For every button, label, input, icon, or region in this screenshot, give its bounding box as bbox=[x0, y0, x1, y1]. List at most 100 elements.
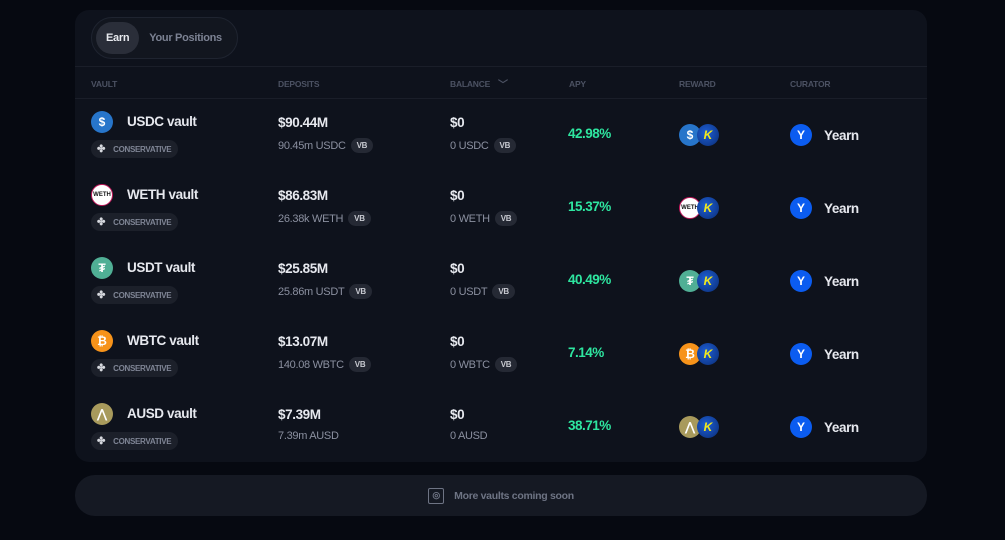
vaults-card: Earn Your Positions VAULT DEPOSITS BALAN… bbox=[75, 10, 927, 462]
deposits-amount: 7.39m AUSD bbox=[278, 430, 339, 442]
vault-row[interactable]: ₮ USDT vault ✤ CONSERVATIVE $25.85M 25.86… bbox=[75, 245, 927, 318]
header-apy: APY bbox=[569, 79, 586, 89]
vault-name[interactable]: AUSD vault bbox=[127, 406, 197, 421]
yearn-logo-icon: Y bbox=[790, 124, 812, 146]
balance-sub: 0 AUSD bbox=[450, 430, 488, 442]
vault-row[interactable]: ⋀ AUSD vault ✤ CONSERVATIVE $7.39M 7.39m … bbox=[75, 391, 927, 464]
risk-label: CONSERVATIVE bbox=[113, 290, 172, 300]
balance-amount: 0 WBTC bbox=[450, 358, 490, 371]
deposits-amount: 140.08 WBTC bbox=[278, 358, 344, 371]
token-icon: WETH bbox=[91, 184, 113, 206]
balance-value: $0 bbox=[450, 261, 465, 276]
vault-name[interactable]: USDC vault bbox=[127, 114, 197, 129]
deposits-sub: 7.39m AUSD bbox=[278, 430, 339, 442]
deposits-sub: 25.86m USDT VB bbox=[278, 284, 372, 299]
vb-badge: VB bbox=[348, 211, 371, 226]
balance-sub: 0 USDC VB bbox=[450, 138, 517, 153]
reward-icons: $ K bbox=[679, 124, 719, 146]
yearn-logo-icon: Y bbox=[790, 197, 812, 219]
curator-name: Yearn bbox=[824, 346, 859, 362]
deposits-sub: 140.08 WBTC VB bbox=[278, 357, 372, 372]
balance-value: $0 bbox=[450, 407, 465, 422]
deposits-value: $25.85M bbox=[278, 261, 328, 276]
reward-icons: WETH K bbox=[679, 197, 719, 219]
token-icon: ₿ bbox=[91, 330, 113, 352]
vb-badge: VB bbox=[493, 138, 517, 153]
chevron-down-icon[interactable]: ﹀ bbox=[498, 80, 508, 91]
reward-token-icon: ⋀ bbox=[679, 416, 701, 438]
reward-k-token-icon: K bbox=[697, 124, 719, 146]
risk-badge: ✤ CONSERVATIVE bbox=[91, 286, 179, 304]
more-vaults-text: More vaults coming soon bbox=[454, 489, 574, 502]
balance-sub: 0 WETH VB bbox=[450, 211, 518, 226]
deposits-amount: 90.45m USDC bbox=[278, 139, 346, 152]
balance-sub: 0 USDT VB bbox=[450, 284, 515, 299]
vb-badge: VB bbox=[349, 284, 372, 299]
token-icon: $ bbox=[91, 111, 113, 133]
risk-badge: ✤ CONSERVATIVE bbox=[91, 140, 179, 158]
reward-icons: ₮ K bbox=[679, 270, 719, 292]
header-balance[interactable]: BALANCE bbox=[450, 79, 491, 89]
header-deposits: DEPOSITS bbox=[278, 79, 320, 89]
vault-row[interactable]: $ USDC vault ✤ CONSERVATIVE $90.44M 90.45… bbox=[75, 99, 927, 172]
apy-value: 40.49% bbox=[568, 272, 611, 287]
vault-name[interactable]: USDT vault bbox=[127, 260, 196, 275]
tab-switcher: Earn Your Positions bbox=[91, 17, 238, 59]
header-curator: CURATOR bbox=[790, 79, 831, 89]
deposits-amount: 25.86m USDT bbox=[278, 285, 345, 298]
curator: Y Yearn bbox=[790, 416, 859, 438]
curator-name: Yearn bbox=[824, 200, 859, 216]
reward-k-token-icon: K bbox=[697, 197, 719, 219]
balance-value: $0 bbox=[450, 334, 465, 349]
more-vaults-banner: ◎ More vaults coming soon bbox=[75, 475, 927, 516]
vb-badge: VB bbox=[492, 284, 515, 299]
deposits-sub: 26.38k WETH VB bbox=[278, 211, 371, 226]
deposits-value: $7.39M bbox=[278, 407, 321, 422]
risk-icon: ✤ bbox=[97, 216, 106, 228]
balance-amount: 0 USDT bbox=[450, 285, 488, 298]
balance-value: $0 bbox=[450, 115, 465, 130]
deposits-amount: 26.38k WETH bbox=[278, 212, 344, 225]
reward-k-token-icon: K bbox=[697, 343, 719, 365]
curator: Y Yearn bbox=[790, 270, 859, 292]
yearn-logo-icon: Y bbox=[790, 416, 812, 438]
tab-earn[interactable]: Earn bbox=[96, 22, 140, 54]
risk-label: CONSERVATIVE bbox=[113, 217, 172, 227]
deposits-value: $86.83M bbox=[278, 188, 328, 203]
vb-badge: VB bbox=[494, 211, 518, 226]
apy-value: 42.98% bbox=[568, 126, 611, 141]
tab-your-positions[interactable]: Your Positions bbox=[149, 32, 222, 44]
yearn-logo-icon: Y bbox=[790, 343, 812, 365]
balance-value: $0 bbox=[450, 188, 465, 203]
risk-badge: ✤ CONSERVATIVE bbox=[91, 432, 179, 450]
reward-token-icon: ₮ bbox=[679, 270, 701, 292]
curator: Y Yearn bbox=[790, 197, 859, 219]
risk-label: CONSERVATIVE bbox=[113, 144, 172, 154]
curator: Y Yearn bbox=[790, 343, 859, 365]
token-icon: ⋀ bbox=[91, 403, 113, 425]
table-header: VAULT DEPOSITS BALANCE ﹀ APY REWARD CURA… bbox=[75, 66, 927, 99]
risk-icon: ✤ bbox=[97, 143, 106, 155]
reward-token-icon: $ bbox=[679, 124, 701, 146]
vb-badge: VB bbox=[494, 357, 518, 372]
reward-token-icon: ₿ bbox=[679, 343, 701, 365]
risk-label: CONSERVATIVE bbox=[113, 363, 172, 373]
curator-name: Yearn bbox=[824, 419, 859, 435]
header-vault: VAULT bbox=[91, 79, 118, 89]
curator-name: Yearn bbox=[824, 127, 859, 143]
deposits-value: $90.44M bbox=[278, 115, 328, 130]
vault-row[interactable]: WETH WETH vault ✤ CONSERVATIVE $86.83M 26… bbox=[75, 172, 927, 245]
balance-amount: 0 USDC bbox=[450, 139, 489, 152]
vault-row[interactable]: ₿ WBTC vault ✤ CONSERVATIVE $13.07M 140.0… bbox=[75, 318, 927, 391]
vault-name[interactable]: WETH vault bbox=[127, 187, 199, 202]
reward-icons: ₿ K bbox=[679, 343, 719, 365]
vault-safe-icon: ◎ bbox=[428, 487, 445, 504]
vault-name[interactable]: WBTC vault bbox=[127, 333, 199, 348]
deposits-value: $13.07M bbox=[278, 334, 328, 349]
token-icon: ₮ bbox=[91, 257, 113, 279]
reward-icons: ⋀ K bbox=[679, 416, 719, 438]
risk-icon: ✤ bbox=[97, 435, 106, 447]
reward-k-token-icon: K bbox=[697, 270, 719, 292]
apy-value: 15.37% bbox=[568, 199, 611, 214]
risk-label: CONSERVATIVE bbox=[113, 436, 172, 446]
